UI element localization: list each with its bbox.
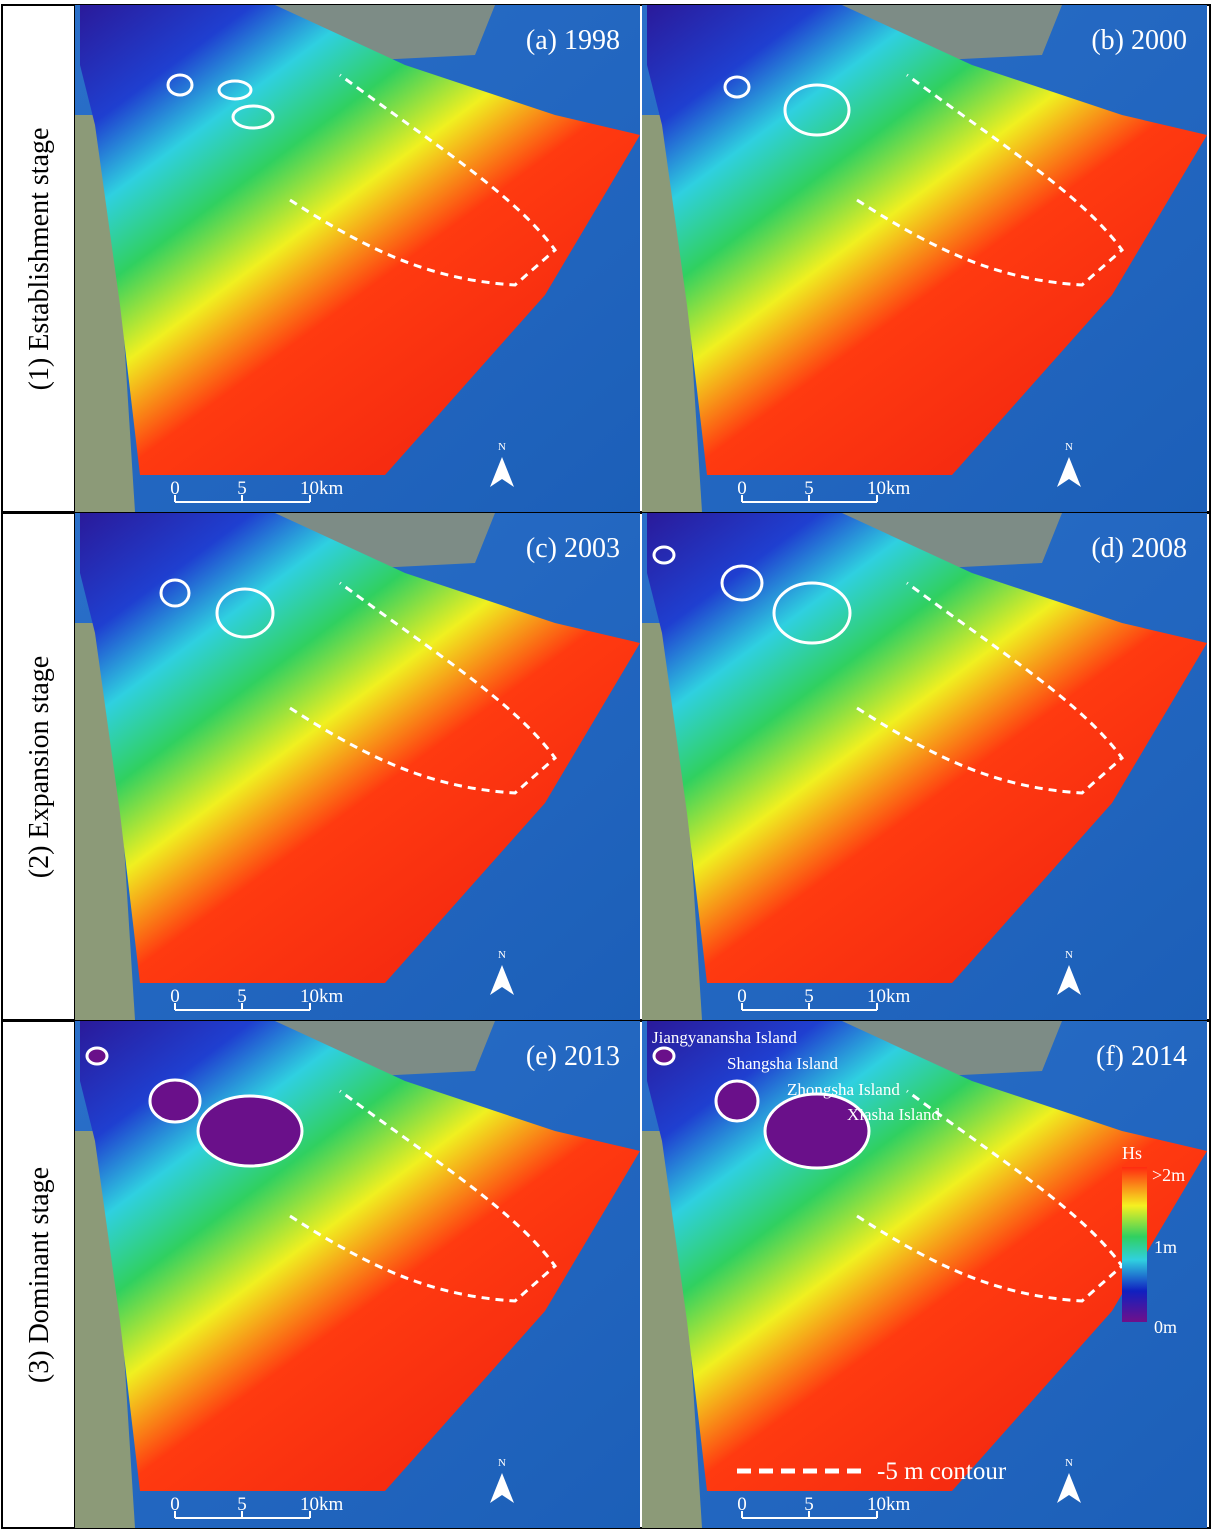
- row-label: (3) Dominant stage: [24, 1167, 55, 1383]
- scale-label: 10km: [867, 986, 911, 1007]
- north-label: N: [498, 441, 506, 453]
- panel-label: (d) 2008: [1091, 533, 1187, 564]
- scale-label: 0: [170, 1494, 180, 1515]
- island-outline: [716, 1081, 758, 1121]
- legend-mid: 1m: [1154, 1237, 1177, 1257]
- scale-label: 10km: [867, 478, 911, 499]
- scale-label: 0: [170, 986, 180, 1007]
- scale-label: 5: [804, 986, 814, 1007]
- map-panel: (c) 2003 0 5 10km N: [75, 513, 640, 1020]
- north-label: N: [498, 949, 506, 961]
- row-label: (1) Establishment stage: [24, 128, 55, 391]
- scale-label: 0: [737, 1494, 747, 1515]
- scale-label: 10km: [300, 986, 344, 1007]
- scale-label: 5: [804, 1494, 814, 1515]
- north-label: N: [1065, 1457, 1073, 1469]
- map-panel: (f) 2014 0 5 10km N Jiangyanansha Island Shang…: [642, 1021, 1207, 1528]
- figure: (1) Establishment stage(a) 19980510kmN(b…: [0, 0, 1215, 1530]
- scale-label: 0: [737, 986, 747, 1007]
- panel-label: (c) 2003: [526, 533, 620, 564]
- north-label: N: [1065, 441, 1073, 453]
- island-label: Jiangyanansha Island: [652, 1028, 797, 1047]
- legend-bar: [1122, 1167, 1147, 1322]
- north-label: N: [1065, 949, 1073, 961]
- scale-label: 0: [737, 478, 747, 499]
- scale-label: 5: [237, 478, 247, 499]
- north-label: N: [498, 1457, 506, 1469]
- scale-label: 0: [170, 478, 180, 499]
- scale-label: 5: [237, 1494, 247, 1515]
- island-label: Shangsha Island: [727, 1054, 838, 1073]
- panel-label: (a) 1998: [526, 25, 620, 56]
- row-label: (2) Expansion stage: [24, 656, 55, 878]
- map-panel: (e) 2013 0 5 10km N: [75, 1021, 640, 1528]
- scale-label: 10km: [867, 1494, 911, 1515]
- scale-label: 5: [237, 986, 247, 1007]
- legend-contour-label: -5 m contour: [877, 1458, 1007, 1485]
- scale-label: 5: [804, 478, 814, 499]
- island-label: Xiasha Island: [847, 1105, 941, 1124]
- island-outline: [87, 1048, 107, 1064]
- map-panel: (b) 2000 0 5 10km N: [642, 5, 1207, 512]
- map-panel: (d) 2008 0 5 10km N: [642, 513, 1207, 1020]
- island-outline: [654, 1048, 674, 1064]
- legend-max: >2m: [1152, 1165, 1185, 1185]
- island-outline: [150, 1080, 200, 1122]
- island-label: Zhongsha Island: [787, 1080, 900, 1099]
- legend-title: Hs: [1122, 1143, 1142, 1163]
- panel-label: (e) 2013: [526, 1041, 620, 1072]
- scale-label: 10km: [300, 478, 344, 499]
- map-panel: (a) 1998 0 5 10km N: [75, 5, 640, 512]
- legend-min: 0m: [1154, 1317, 1177, 1337]
- island-outline: [198, 1096, 302, 1166]
- panel-label: (f) 2014: [1096, 1041, 1187, 1072]
- scale-label: 10km: [300, 1494, 344, 1515]
- panel-label: (b) 2000: [1091, 25, 1187, 56]
